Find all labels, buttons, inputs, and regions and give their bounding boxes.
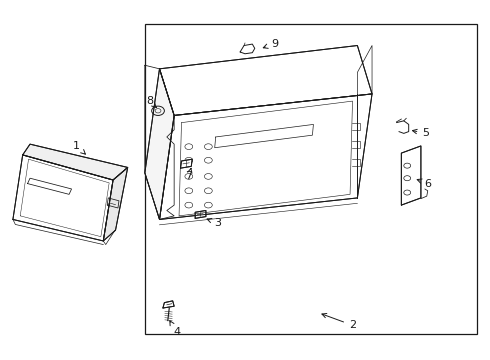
Text: 9: 9 (263, 39, 278, 49)
Polygon shape (159, 45, 372, 116)
Polygon shape (401, 146, 421, 205)
Bar (145, 24, 477, 334)
Polygon shape (195, 211, 206, 219)
Text: 5: 5 (413, 129, 429, 138)
Polygon shape (163, 301, 174, 308)
Polygon shape (13, 155, 113, 241)
Text: 3: 3 (207, 218, 221, 228)
Polygon shape (145, 69, 174, 220)
Polygon shape (180, 159, 192, 168)
Text: 2: 2 (322, 314, 356, 330)
Polygon shape (159, 94, 372, 220)
Polygon shape (23, 144, 128, 180)
Text: 1: 1 (73, 141, 85, 154)
Text: 7: 7 (185, 168, 193, 181)
Text: 6: 6 (417, 179, 432, 189)
Text: 8: 8 (146, 96, 156, 108)
Polygon shape (103, 167, 128, 241)
Text: 4: 4 (170, 321, 180, 337)
